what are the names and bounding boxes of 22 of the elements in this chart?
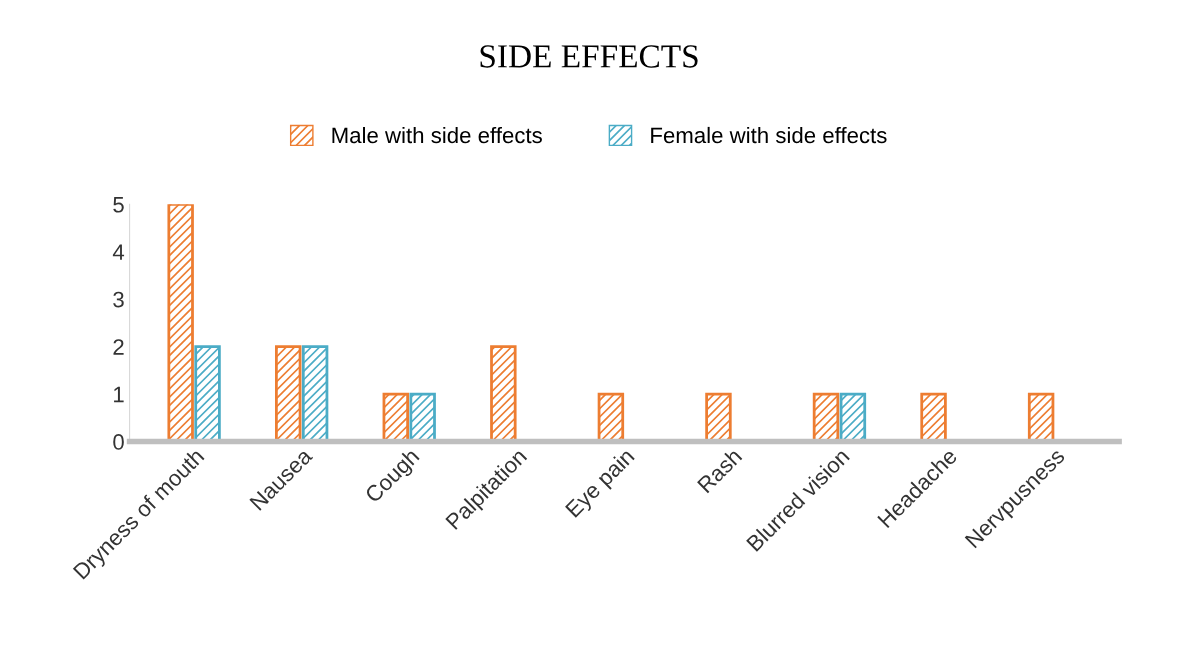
bar bbox=[167, 204, 194, 442]
y-tick-label: 2 bbox=[113, 339, 124, 355]
bar bbox=[194, 345, 221, 442]
bar bbox=[839, 392, 867, 442]
bar bbox=[920, 392, 947, 442]
y-tick-label: 3 bbox=[113, 291, 124, 308]
legend-label: Male with side effects bbox=[332, 126, 542, 144]
bar bbox=[705, 392, 732, 442]
y-tick-label: 0 bbox=[113, 434, 124, 450]
y-tick-label: 4 bbox=[112, 244, 125, 260]
bar bbox=[1027, 392, 1055, 442]
bar bbox=[490, 345, 517, 442]
bar bbox=[812, 392, 840, 442]
bar bbox=[409, 392, 436, 442]
bar bbox=[275, 345, 302, 442]
bar bbox=[597, 392, 625, 442]
chart-title: SIDE EFFECTS bbox=[480, 45, 698, 68]
y-tick-label: 1 bbox=[114, 386, 124, 403]
legend-label: Female with side effects bbox=[651, 126, 887, 144]
y-tick-label: 5 bbox=[113, 197, 124, 213]
bar bbox=[301, 345, 329, 442]
bar bbox=[382, 392, 409, 442]
